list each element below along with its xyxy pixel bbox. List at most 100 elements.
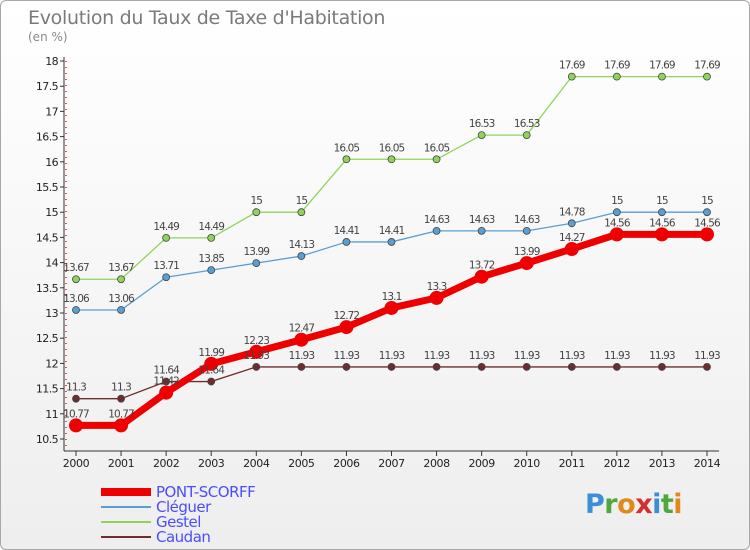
data-point-pont-scorff (69, 418, 83, 433)
data-point-pont-scorff (339, 320, 354, 335)
data-label-cl-guer: 14.63 (469, 214, 495, 226)
data-label-caudan: 11.93 (244, 350, 270, 362)
data-label-pont-scorff: 10.77 (108, 408, 134, 420)
data-point-caudan (297, 363, 306, 371)
data-point-cl-guer (387, 238, 396, 246)
data-label-pont-scorff: 11.99 (198, 347, 224, 359)
x-tick-label: 2010 (514, 457, 541, 470)
legend-label: Cléguer (156, 498, 211, 516)
data-point-caudan (162, 377, 171, 386)
data-point-caudan (432, 363, 441, 371)
data-point-gestel (297, 208, 306, 217)
x-tick-label: 2011 (559, 457, 585, 470)
data-label-caudan: 11.93 (559, 350, 585, 362)
data-point-gestel (432, 155, 441, 164)
data-point-cl-guer (522, 226, 531, 235)
y-tick-label: 13 (45, 307, 58, 320)
data-point-gestel (207, 234, 216, 242)
data-point-caudan (658, 363, 666, 371)
data-point-pont-scorff (609, 227, 624, 242)
logo-letter: i (652, 489, 661, 520)
data-point-cl-guer (162, 273, 171, 282)
x-tick-label: 2009 (468, 457, 495, 470)
data-point-gestel (252, 208, 261, 217)
data-point-cl-guer (703, 208, 711, 217)
data-point-caudan (117, 394, 125, 403)
data-point-pont-scorff (519, 256, 534, 271)
data-point-gestel (117, 275, 125, 284)
y-tick-label: 10.5 (36, 433, 59, 446)
data-point-gestel (567, 72, 576, 81)
data-label-caudan: 11.93 (334, 350, 360, 362)
data-label-gestel: 17.69 (694, 60, 720, 72)
x-tick-label: 2014 (694, 457, 721, 470)
data-label-pont-scorff: 13.1 (382, 291, 402, 303)
data-label-cl-guer: 13.99 (244, 246, 270, 258)
data-point-pont-scorff (654, 227, 669, 242)
data-point-pont-scorff (564, 241, 579, 256)
y-tick-label: 14 (45, 257, 58, 270)
legend-label: PONT-SCORFF (156, 483, 256, 501)
legend-label: Gestel (156, 513, 201, 531)
data-label-pont-scorff: 14.56 (604, 217, 631, 229)
data-point-cl-guer (612, 208, 621, 217)
data-label-cl-guer: 13.06 (108, 293, 135, 305)
x-tick-label: 2001 (108, 457, 134, 470)
data-point-gestel (522, 131, 531, 139)
data-point-caudan (703, 363, 711, 371)
logo-letter: o (617, 489, 636, 520)
y-tick-label: 11.5 (36, 383, 59, 396)
data-point-pont-scorff (474, 269, 489, 284)
data-label-cl-guer: 13.71 (153, 260, 179, 272)
data-label-pont-scorff: 12.47 (289, 323, 315, 335)
data-label-pont-scorff: 14.56 (649, 217, 676, 229)
data-point-caudan (207, 377, 216, 386)
data-label-gestel: 13.67 (63, 262, 89, 274)
data-label-caudan: 11.93 (649, 350, 675, 362)
data-point-gestel (477, 131, 486, 139)
data-point-pont-scorff (249, 344, 264, 359)
logo-letter: x (635, 489, 653, 520)
data-label-cl-guer: 14.63 (424, 214, 450, 226)
data-label-pont-scorff: 11.42 (153, 376, 179, 388)
legend-swatch (101, 488, 151, 496)
data-point-caudan (252, 363, 261, 371)
data-point-gestel (387, 155, 396, 164)
chart-title: Evolution du Taux de Taxe d'Habitation (28, 7, 386, 29)
data-label-gestel: 15 (296, 195, 308, 207)
x-tick-label: 2006 (333, 457, 360, 470)
data-point-cl-guer (72, 306, 80, 314)
data-point-pont-scorff (429, 290, 444, 305)
data-label-cl-guer: 14.63 (514, 214, 540, 226)
data-point-cl-guer (567, 219, 576, 228)
logo-letter: P (585, 489, 605, 520)
data-label-gestel: 16.05 (334, 142, 360, 154)
data-point-caudan (612, 363, 621, 371)
data-point-pont-scorff (700, 227, 714, 242)
data-point-caudan (477, 363, 486, 371)
legend-swatch (101, 506, 151, 508)
data-point-cl-guer (432, 226, 441, 235)
data-label-caudan: 11.93 (604, 350, 630, 362)
logo-letter: i (673, 489, 683, 520)
data-label-pont-scorff: 14.56 (694, 217, 721, 229)
x-tick-label: 2002 (153, 457, 179, 470)
data-label-pont-scorff: 10.77 (63, 408, 89, 420)
data-label-caudan: 11.93 (469, 350, 495, 362)
y-tick-label: 11 (45, 408, 58, 421)
data-label-gestel: 17.69 (649, 60, 675, 72)
y-tick-label: 12.5 (36, 332, 59, 345)
data-label-caudan: 11.93 (424, 350, 450, 362)
data-point-cl-guer (207, 266, 216, 275)
data-label-gestel: 14.49 (153, 221, 179, 233)
data-point-cl-guer (342, 238, 351, 246)
data-label-cl-guer: 15 (656, 195, 668, 207)
x-tick-label: 2012 (604, 457, 630, 470)
data-label-caudan: 11.93 (379, 350, 405, 362)
legend-label: Caudan (156, 528, 211, 546)
data-point-caudan (387, 363, 396, 371)
data-point-cl-guer (477, 226, 486, 235)
data-label-caudan: 11.93 (694, 350, 720, 362)
data-point-gestel (162, 234, 171, 242)
y-tick-label: 14.5 (36, 231, 59, 244)
